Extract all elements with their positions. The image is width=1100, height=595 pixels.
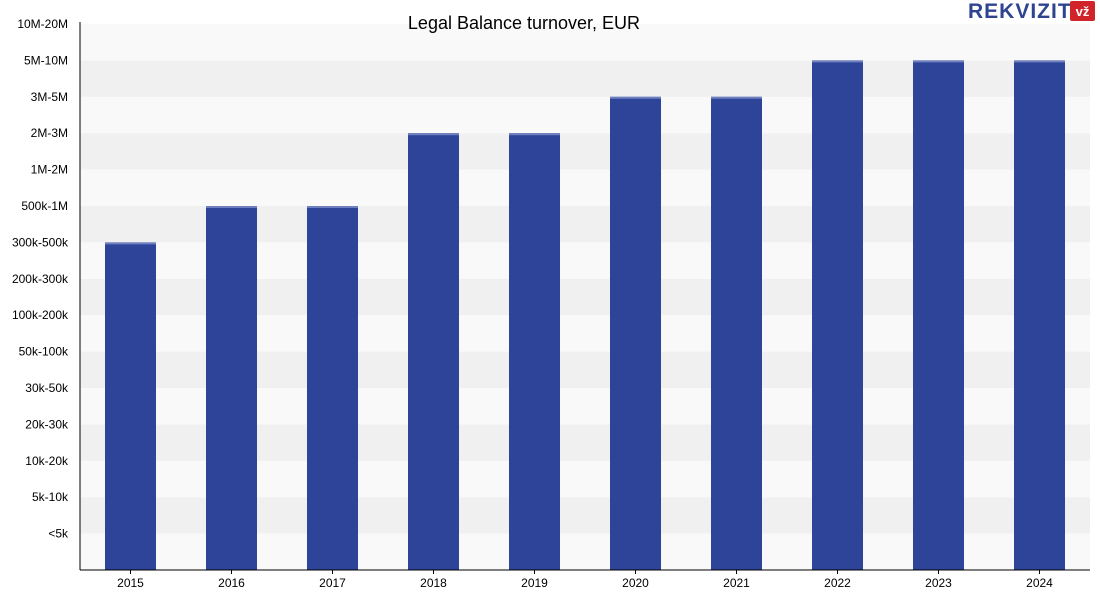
bar-2023 (913, 60, 964, 571)
bar-top-edge (206, 206, 257, 208)
x-tick-labels: 2015 2016 2017 2018 2019 2020 2021 2022 2023 2024 (117, 570, 1053, 590)
x-tick-label: 2016 (218, 576, 245, 590)
rekvizitai-logo[interactable]: REKVIZITAI vž (968, 0, 1095, 23)
bar-2018 (408, 133, 459, 570)
bar-top-edge (1014, 60, 1065, 63)
bar-top-edge (307, 206, 358, 208)
x-tick-label: 2018 (420, 576, 447, 590)
y-tick-label: 2M-3M (31, 126, 68, 140)
y-tick-label: 100k-200k (12, 308, 69, 322)
y-tick-label: 50k-100k (19, 345, 69, 359)
bar-top-edge (913, 60, 964, 63)
x-tick-label: 2020 (622, 576, 649, 590)
bar-top-edge (711, 96, 762, 99)
bar-top-edge (509, 133, 560, 136)
y-tick-label: 200k-300k (12, 272, 69, 286)
axes-group (79, 22, 1090, 571)
x-tick-label: 2022 (824, 576, 851, 590)
bar-2017 (307, 206, 358, 570)
y-tick-label: 300k-500k (12, 235, 69, 249)
bar-top-edge (408, 133, 459, 136)
bar-2020 (610, 96, 661, 571)
bar-top-edge (812, 60, 863, 63)
y-tick-label: <5k (48, 527, 69, 541)
bar-2015 (105, 242, 156, 570)
x-tick-label: 2021 (723, 576, 750, 590)
chart-title: Legal Balance turnover, EUR (408, 13, 640, 33)
logo-badge-text: vž (1076, 4, 1090, 19)
y-tick-label: 20k-30k (25, 417, 69, 431)
y-tick-label: 10M-20M (17, 17, 68, 31)
bar-top-edge (610, 96, 661, 99)
bar-2021 (711, 96, 762, 571)
x-tick-label: 2017 (319, 576, 346, 590)
x-tick-label: 2023 (925, 576, 952, 590)
y-tick-label: 500k-1M (21, 199, 68, 213)
bar-2019 (509, 133, 560, 570)
bar-2024 (1014, 60, 1065, 571)
x-tick-label: 2019 (521, 576, 548, 590)
y-tick-label: 30k-50k (25, 381, 69, 395)
y-tick-label: 5k-10k (32, 490, 69, 504)
bar-2022 (812, 60, 863, 571)
logo-badge (1070, 1, 1095, 21)
y-tick-label: 1M-2M (31, 163, 68, 177)
x-tick-label: 2015 (117, 576, 144, 590)
bar-top-edge (105, 242, 156, 245)
y-tick-label: 3M-5M (31, 90, 68, 104)
y-tick-label: 10k-20k (25, 454, 69, 468)
y-tick-label: 5M-10M (24, 53, 68, 67)
y-tick-labels: <5k 5k-10k 10k-20k 20k-30k 30k-50k 50k-100k 10… (12, 17, 69, 541)
grid-band (80, 24, 1090, 61)
bars-group (105, 60, 1065, 571)
logo-wordmark: REKVIZITAI (968, 0, 1093, 23)
bar-2016 (206, 206, 257, 570)
x-tick-label: 2024 (1026, 576, 1053, 590)
